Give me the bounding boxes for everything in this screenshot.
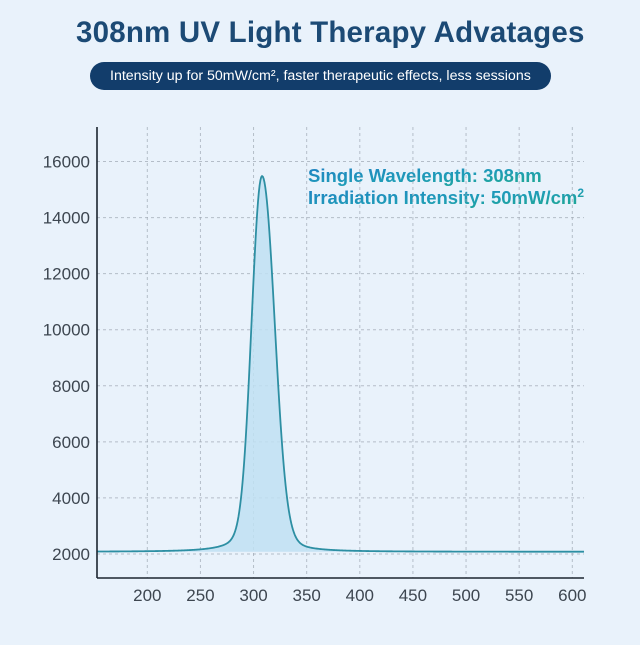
svg-text:500: 500 <box>452 586 480 605</box>
svg-text:450: 450 <box>399 586 427 605</box>
svg-text:600: 600 <box>558 586 586 605</box>
svg-text:Irradiation Intensity: 50mW/cm: Irradiation Intensity: 50mW/cm2 <box>308 186 584 208</box>
svg-text:250: 250 <box>186 586 214 605</box>
svg-text:300: 300 <box>239 586 267 605</box>
svg-text:Single Wavelength: 308nm: Single Wavelength: 308nm <box>308 165 542 186</box>
svg-text:16000: 16000 <box>43 153 90 172</box>
svg-text:400: 400 <box>346 586 374 605</box>
svg-text:2000: 2000 <box>52 545 90 564</box>
svg-text:6000: 6000 <box>52 433 90 452</box>
svg-text:200: 200 <box>133 586 161 605</box>
svg-text:12000: 12000 <box>43 265 90 284</box>
svg-text:14000: 14000 <box>43 209 90 228</box>
svg-text:10000: 10000 <box>43 321 90 340</box>
svg-text:4000: 4000 <box>52 489 90 508</box>
svg-text:8000: 8000 <box>52 377 90 396</box>
svg-text:350: 350 <box>292 586 320 605</box>
svg-text:550: 550 <box>505 586 533 605</box>
